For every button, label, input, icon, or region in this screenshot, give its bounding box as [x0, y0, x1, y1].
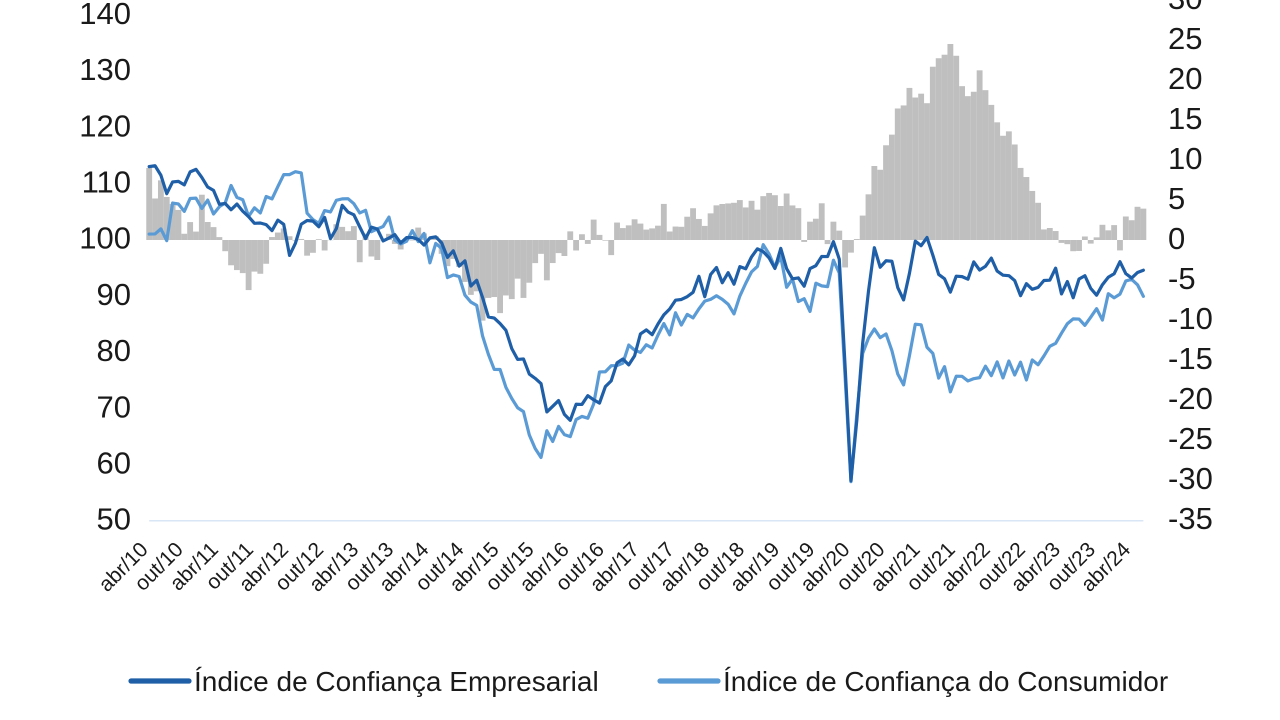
- svg-text:Índice de Confiança Empresaria: Índice de Confiança Empresarial: [194, 666, 599, 697]
- svg-text:Índice de Confiança do Consumi: Índice de Confiança do Consumidor: [723, 666, 1168, 697]
- svg-text:-20: -20: [1168, 381, 1213, 416]
- svg-text:80: 80: [97, 333, 131, 368]
- svg-text:140: 140: [79, 0, 131, 31]
- svg-text:60: 60: [97, 446, 131, 481]
- svg-text:0: 0: [1168, 221, 1185, 256]
- svg-text:-15: -15: [1168, 341, 1213, 376]
- svg-text:100: 100: [79, 221, 131, 256]
- svg-text:-5: -5: [1168, 261, 1196, 296]
- svg-text:50: 50: [97, 502, 131, 537]
- svg-text:-25: -25: [1168, 421, 1213, 456]
- svg-text:130: 130: [79, 52, 131, 87]
- svg-text:90: 90: [97, 277, 131, 312]
- svg-text:-10: -10: [1168, 301, 1213, 336]
- svg-text:70: 70: [97, 389, 131, 424]
- svg-text:15: 15: [1168, 101, 1202, 136]
- svg-text:-35: -35: [1168, 501, 1213, 536]
- svg-text:30: 30: [1168, 0, 1202, 16]
- svg-text:110: 110: [82, 164, 131, 199]
- svg-text:20: 20: [1168, 61, 1202, 96]
- svg-text:120: 120: [79, 108, 131, 143]
- svg-text:10: 10: [1168, 141, 1202, 176]
- svg-text:25: 25: [1168, 21, 1202, 56]
- svg-text:-30: -30: [1168, 461, 1213, 496]
- svg-text:5: 5: [1168, 181, 1185, 216]
